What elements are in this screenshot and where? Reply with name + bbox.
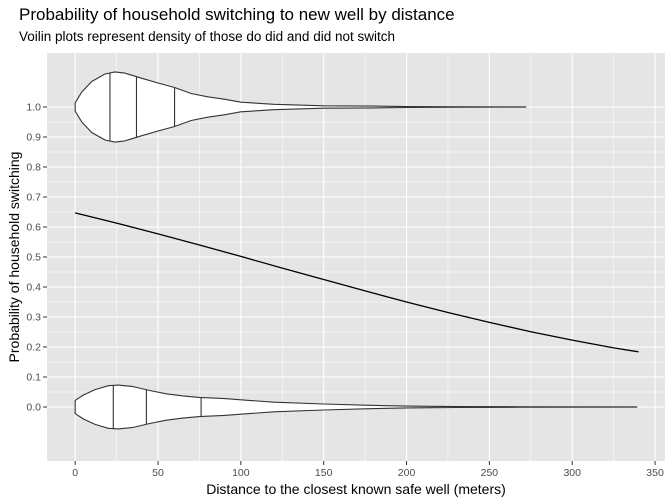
x-tick-label: 350 [646,467,664,479]
y-tick-label: 0.1 [26,372,41,384]
x-axis-label: Distance to the closest known safe well … [206,481,506,497]
chart-subtitle: Voilin plots represent density of those … [19,29,395,44]
y-axis-label: Probability of household switching [6,151,22,363]
violin-switched [74,71,527,143]
y-tick-label: 0.6 [26,222,41,234]
x-tick-label: 300 [563,467,581,479]
x-tick-label: 150 [315,467,333,479]
y-tick-label: 0.5 [26,252,41,264]
y-tick-label: 0.7 [26,192,41,204]
y-tick-label: 0.8 [26,162,41,174]
y-tick-label: 0.0 [26,402,41,414]
x-tick-label: 0 [72,467,78,479]
probability-line [75,212,639,353]
x-tick-label: 200 [398,467,416,479]
x-tick-label: 250 [481,467,499,479]
chart-title: Probability of household switching to ne… [19,5,455,24]
y-tick-label: 0.4 [26,282,41,294]
y-tick-label: 1.0 [26,102,41,114]
x-tick-label: 50 [152,467,164,479]
violin-not-switched [74,384,638,430]
y-tick-label: 0.2 [26,342,41,354]
y-tick-label: 0.9 [26,132,41,144]
y-tick-label: 0.3 [26,312,41,324]
x-tick-label: 100 [232,467,250,479]
